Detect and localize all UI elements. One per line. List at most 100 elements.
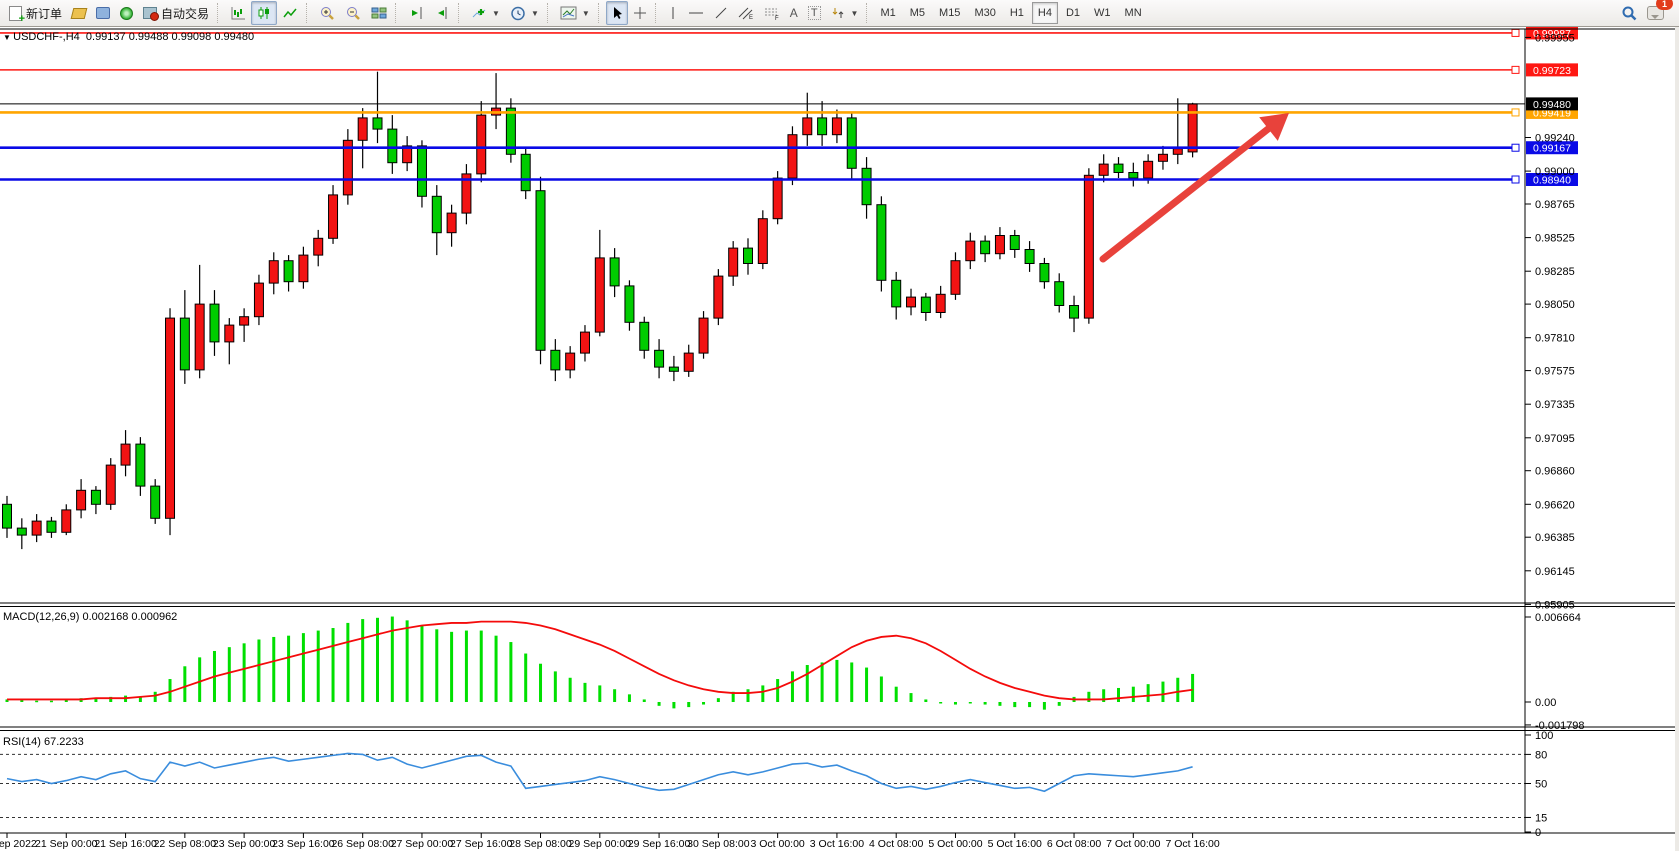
price-line-objects[interactable]: 0.99987 0.99723 0.99419 0.99167 0.98940 0.994… xyxy=(0,27,1578,187)
new-order-button[interactable]: + 新订单 xyxy=(4,1,67,25)
text-tool-button[interactable]: A xyxy=(785,1,803,25)
candlestick-mode-button[interactable] xyxy=(251,1,278,25)
symbol-dropdown-icon[interactable]: ▼ xyxy=(3,33,14,42)
candle-down xyxy=(283,260,294,283)
timeframe-M1[interactable]: M1 xyxy=(880,7,896,19)
periods-button[interactable]: ▼ xyxy=(505,1,544,25)
candle-down xyxy=(179,317,190,371)
chart-area[interactable]: 100 80 50 15 0 0.006664 0.00 -0.001798 0.99987 0.… xyxy=(0,27,1679,851)
arrow-tools-button[interactable]: ▼ xyxy=(826,1,864,25)
candle-up xyxy=(61,509,72,533)
candlestick-icon xyxy=(258,7,270,19)
candle-down xyxy=(505,107,516,155)
alerts-button[interactable] xyxy=(115,1,138,25)
svg-text:20 Sep 2022: 20 Sep 2022 xyxy=(0,838,37,850)
bar-chart-mode-button[interactable] xyxy=(225,1,251,25)
price-badge xyxy=(1526,63,1578,77)
macd-bar xyxy=(761,685,765,702)
candle-down xyxy=(1009,235,1020,250)
annotation-arrow[interactable] xyxy=(1099,113,1289,263)
timeframe-H4[interactable]: H4 xyxy=(1031,2,1058,24)
crosshair-tool-button[interactable] xyxy=(628,1,652,25)
candle-up xyxy=(683,352,694,372)
indicators-icon xyxy=(472,9,486,18)
candle-down xyxy=(16,527,27,536)
timeframe-M30[interactable]: M30 xyxy=(974,7,996,19)
svg-text:23 Sep 16:00: 23 Sep 16:00 xyxy=(272,838,335,850)
candle-down xyxy=(876,204,887,281)
svg-text:27 Sep 00:00: 27 Sep 00:00 xyxy=(391,838,454,850)
market-watch-button[interactable] xyxy=(91,1,115,25)
macd-bar xyxy=(865,667,869,702)
cursor-tool-button[interactable] xyxy=(605,1,628,25)
svg-text:0.006664: 0.006664 xyxy=(1535,612,1581,624)
candle-up xyxy=(446,212,457,234)
label-tool-button[interactable]: T xyxy=(803,1,826,25)
macd-bar xyxy=(746,689,750,702)
toolbar-grip xyxy=(597,3,603,23)
macd-bar xyxy=(790,671,794,702)
line-chart-mode-button[interactable] xyxy=(277,1,303,25)
svg-text:F: F xyxy=(775,16,779,20)
chart-shift-button[interactable] xyxy=(429,1,455,25)
auto-scroll-button[interactable] xyxy=(403,1,429,25)
label-tool-icon: T xyxy=(807,6,821,20)
macd-bar xyxy=(509,642,513,702)
macd-bar xyxy=(1102,689,1106,702)
tile-windows-button[interactable] xyxy=(366,1,392,25)
macd-bar xyxy=(879,676,883,702)
trendline-tool-button[interactable] xyxy=(709,1,733,25)
macd-bar xyxy=(1028,702,1032,708)
vertical-line-tool-button[interactable] xyxy=(663,1,683,25)
equidistant-channel-tool-button[interactable]: E xyxy=(733,1,759,25)
candle-down xyxy=(2,503,12,529)
candle-up xyxy=(772,177,783,220)
templates-button[interactable]: ▼ xyxy=(555,1,595,25)
toolbar-grip xyxy=(654,3,660,23)
candle-up xyxy=(31,520,42,536)
auto-trading-button[interactable]: 自动交易 xyxy=(138,1,214,25)
candle-up xyxy=(76,489,87,511)
macd-bar xyxy=(1131,686,1135,702)
timeframe-M15[interactable]: M15 xyxy=(939,7,961,19)
macd-name: MACD(12,26,9) xyxy=(3,611,80,623)
macd-indicator-label: MACD(12,26,9) 0.002168 0.000962 xyxy=(3,611,177,623)
macd-bar xyxy=(376,617,379,702)
svg-text:0.96620: 0.96620 xyxy=(1535,499,1575,511)
timeframe-group: M1 M5 M15 M30 H1 H4 D1 W1 MN xyxy=(874,2,1147,24)
indicators-button[interactable]: ▼ xyxy=(466,1,505,25)
svg-text:E: E xyxy=(749,15,753,20)
rsi-line xyxy=(6,752,1193,793)
candle-up xyxy=(224,324,235,343)
timeframe-M5[interactable]: M5 xyxy=(909,7,926,19)
svg-text:0.97810: 0.97810 xyxy=(1535,333,1575,345)
macd-bar xyxy=(553,671,557,702)
candle-down xyxy=(90,489,101,505)
candle-down xyxy=(416,145,427,197)
chart-profiles-button[interactable] xyxy=(67,1,91,25)
candle-up xyxy=(579,331,590,354)
candle-down xyxy=(609,257,620,287)
horizontal-line-tool-button[interactable] xyxy=(683,1,709,25)
notifications-button[interactable]: 1 xyxy=(1642,0,1673,25)
search-button[interactable] xyxy=(1616,1,1642,25)
zoom-out-button[interactable] xyxy=(340,1,366,25)
fibonacci-tool-button[interactable]: F xyxy=(759,1,785,25)
svg-text:29 Sep 00:00: 29 Sep 00:00 xyxy=(569,838,632,850)
svg-text:27 Sep 16:00: 27 Sep 16:00 xyxy=(450,838,513,850)
timeframe-MN[interactable]: MN xyxy=(1124,7,1142,19)
timeframe-D1[interactable]: D1 xyxy=(1065,7,1081,19)
timeframe-W1[interactable]: W1 xyxy=(1094,7,1111,19)
timeframe-H1[interactable]: H1 xyxy=(1009,7,1024,19)
chart-canvas[interactable]: 10080501500.0066640.00-0.0017980.999870.… xyxy=(0,27,1679,851)
dropdown-caret: ▼ xyxy=(581,8,590,18)
candle-up xyxy=(328,194,339,239)
svg-text:0.99987: 0.99987 xyxy=(1533,28,1571,40)
macd-bar xyxy=(983,702,987,705)
candle-down xyxy=(817,117,828,136)
candle-up xyxy=(994,235,1005,255)
zoom-in-button[interactable] xyxy=(314,1,340,25)
horizontal-line-icon xyxy=(688,12,703,14)
macd-bar xyxy=(583,682,587,702)
svg-text:0.96145: 0.96145 xyxy=(1535,566,1575,578)
